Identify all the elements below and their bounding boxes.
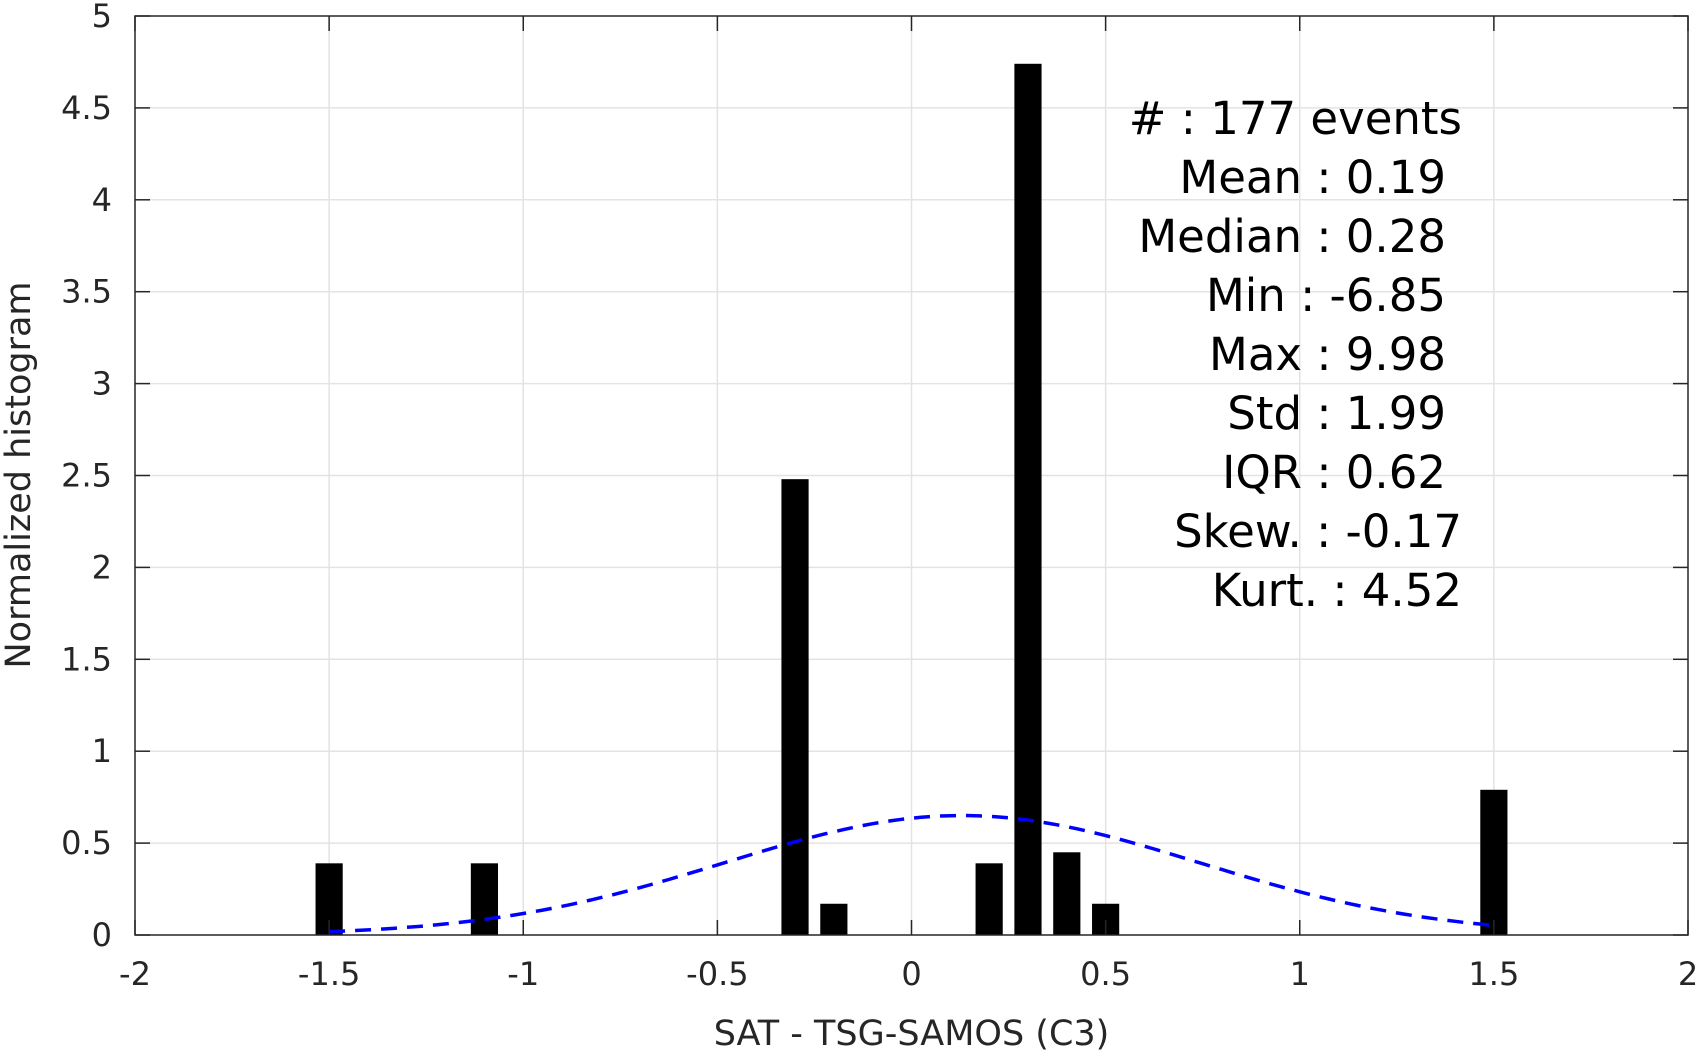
stats-line: Kurt. : 4.52 [1212,564,1462,617]
stats-line: Min : -6.85 [1206,269,1446,322]
stats-line: IQR : 0.62 [1222,446,1446,499]
y-tick-label: 0 [92,916,112,954]
x-tick-label: -1.5 [298,955,360,993]
histogram-bar [820,903,848,935]
x-tick-label: 2 [1678,955,1698,993]
grid-lines [135,16,1688,935]
y-tick-label: 3.5 [61,273,112,311]
y-tick-label: 1.5 [61,640,112,678]
y-tick-label: 4.5 [61,89,112,127]
y-tick-label: 2 [92,548,112,586]
y-tick-label: 2.5 [61,457,112,495]
y-tick-label: 0.5 [61,824,112,862]
x-tick-label: 0.5 [1080,955,1131,993]
y-tick-label: 3 [92,365,112,403]
stats-line: Std : 1.99 [1227,387,1446,440]
fit-curve [329,813,1495,934]
x-tick-label: 1 [1290,955,1310,993]
histogram-bar [1014,63,1042,935]
histogram-bar [781,479,809,935]
fit-curve-group [329,813,1495,934]
x-tick-label: 0 [901,955,921,993]
stats-annotation: # : 177 events Mean : 0.19 Median : 0.28 Mi… [1129,92,1462,617]
x-tick-label: -0.5 [686,955,748,993]
histogram-bars [315,63,1508,935]
y-tick-label: 4 [92,181,112,219]
y-tick-label: 5 [92,0,112,35]
x-tick-label: 1.5 [1468,955,1519,993]
histogram-bar [975,863,1003,935]
stats-line: Skew. : -0.17 [1174,505,1462,558]
x-tick-label: -2 [119,955,151,993]
x-axis-title: SAT - TSG-SAMOS (C3) [714,1014,1110,1053]
axes: -2 -1.5 -1 -0.5 0 0.5 1 1.5 2 0 0.5 1 1.5 2 2.5 3 3.5 4 4.… [61,0,1698,993]
y-axis-title: Normalized histogram [0,281,39,668]
histogram-bar [470,863,499,935]
histogram-bar [1053,852,1081,935]
stats-line: Mean : 0.19 [1179,151,1446,204]
histogram-bar [1480,789,1508,935]
x-tick-label: -1 [507,955,539,993]
stats-line: Median : 0.28 [1138,210,1446,263]
y-tick-label: 1 [92,732,112,770]
stats-line: Max : 9.98 [1209,328,1446,381]
stats-line: # : 177 events [1129,92,1462,145]
